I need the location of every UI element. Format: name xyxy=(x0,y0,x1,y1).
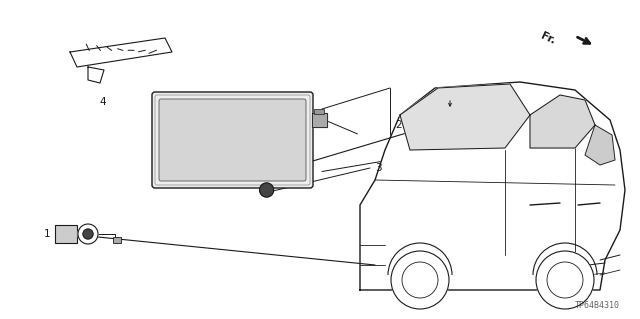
Polygon shape xyxy=(585,125,615,165)
Circle shape xyxy=(536,251,594,309)
Text: Fr.: Fr. xyxy=(540,30,557,46)
FancyBboxPatch shape xyxy=(159,99,306,181)
Text: 2: 2 xyxy=(395,120,402,130)
Circle shape xyxy=(260,183,274,197)
Text: 4: 4 xyxy=(100,97,106,107)
Text: 1: 1 xyxy=(44,229,50,239)
Polygon shape xyxy=(70,38,172,67)
Circle shape xyxy=(78,224,98,244)
FancyBboxPatch shape xyxy=(152,92,313,188)
Text: 3: 3 xyxy=(375,163,381,173)
Polygon shape xyxy=(400,84,530,150)
Bar xyxy=(113,237,121,243)
Bar xyxy=(314,109,324,114)
Polygon shape xyxy=(88,67,104,83)
Bar xyxy=(55,225,77,243)
Circle shape xyxy=(83,229,93,239)
Polygon shape xyxy=(312,113,327,127)
Polygon shape xyxy=(530,95,595,148)
Polygon shape xyxy=(360,82,625,290)
Text: TP64B4310: TP64B4310 xyxy=(575,301,620,310)
Circle shape xyxy=(391,251,449,309)
